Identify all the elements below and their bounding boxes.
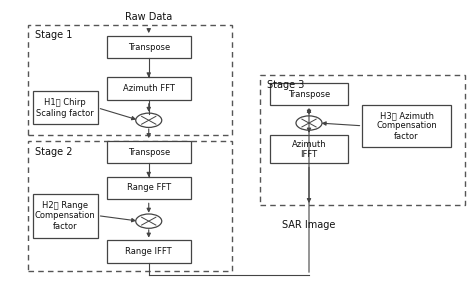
Bar <box>107 177 191 199</box>
Text: H1： Chirp
Scaling factor: H1： Chirp Scaling factor <box>36 98 94 118</box>
Bar <box>28 141 232 271</box>
Text: Stage 3: Stage 3 <box>267 80 305 90</box>
Bar <box>260 75 465 204</box>
Text: H2： Range
Compensation
factor: H2： Range Compensation factor <box>35 201 95 230</box>
Ellipse shape <box>136 113 162 127</box>
Text: Stage 2: Stage 2 <box>35 147 73 157</box>
Bar <box>28 25 232 135</box>
Bar <box>270 135 348 163</box>
Bar <box>363 105 451 147</box>
Text: Transpose: Transpose <box>128 43 170 52</box>
Bar <box>107 78 191 100</box>
Bar <box>33 193 98 238</box>
Bar <box>270 83 348 105</box>
Text: Transpose: Transpose <box>288 89 330 98</box>
Text: Range IFFT: Range IFFT <box>126 247 172 256</box>
Bar <box>33 91 98 124</box>
Ellipse shape <box>136 214 162 228</box>
Text: SAR Image: SAR Image <box>283 220 336 230</box>
Ellipse shape <box>296 116 322 130</box>
Text: H3： Azimuth
Compensation
factor: H3： Azimuth Compensation factor <box>376 111 437 141</box>
Text: Transpose: Transpose <box>128 147 170 157</box>
Bar <box>107 141 191 163</box>
Text: Azimuth FFT: Azimuth FFT <box>123 84 175 93</box>
Bar <box>107 36 191 58</box>
Text: Range FFT: Range FFT <box>127 184 171 193</box>
Bar <box>107 241 191 263</box>
Text: Raw Data: Raw Data <box>125 12 173 23</box>
Text: Azimuth
IFFT: Azimuth IFFT <box>292 140 326 159</box>
Text: Stage 1: Stage 1 <box>35 30 73 40</box>
